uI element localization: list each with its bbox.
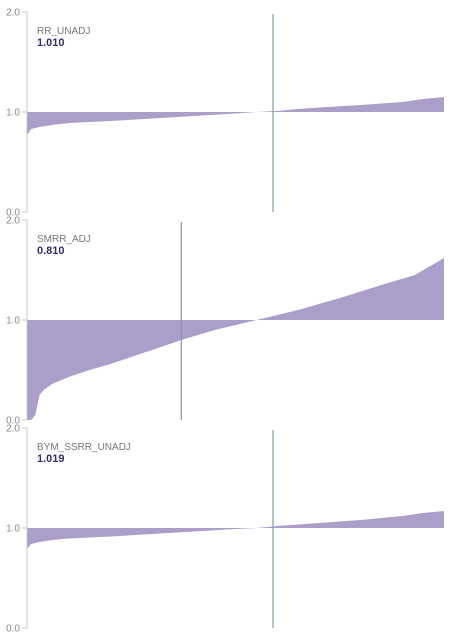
y-tick-label: 1.0 [6, 524, 20, 535]
area-series [27, 511, 444, 549]
y-tick-label: 1.0 [6, 316, 20, 327]
y-tick-label: 2.0 [6, 424, 20, 435]
y-tick-label: 2.0 [6, 216, 20, 227]
series-value: 1.019 [37, 453, 65, 465]
y-tick-label: 2.0 [6, 8, 20, 19]
series-value: 0.810 [37, 245, 65, 257]
series-label: SMRR_ADJ [37, 234, 91, 245]
series-label: BYM_SSRR_UNADJ [37, 442, 131, 453]
y-tick-label: 0.0 [6, 624, 20, 635]
y-tick-label: 1.0 [6, 108, 20, 119]
series-label: RR_UNADJ [37, 26, 90, 37]
y-tick-label: 0.0 [6, 416, 20, 427]
area-series [27, 97, 444, 135]
series-value: 1.010 [37, 37, 65, 49]
area-series [27, 258, 444, 420]
y-tick-label: 0.0 [6, 208, 20, 219]
